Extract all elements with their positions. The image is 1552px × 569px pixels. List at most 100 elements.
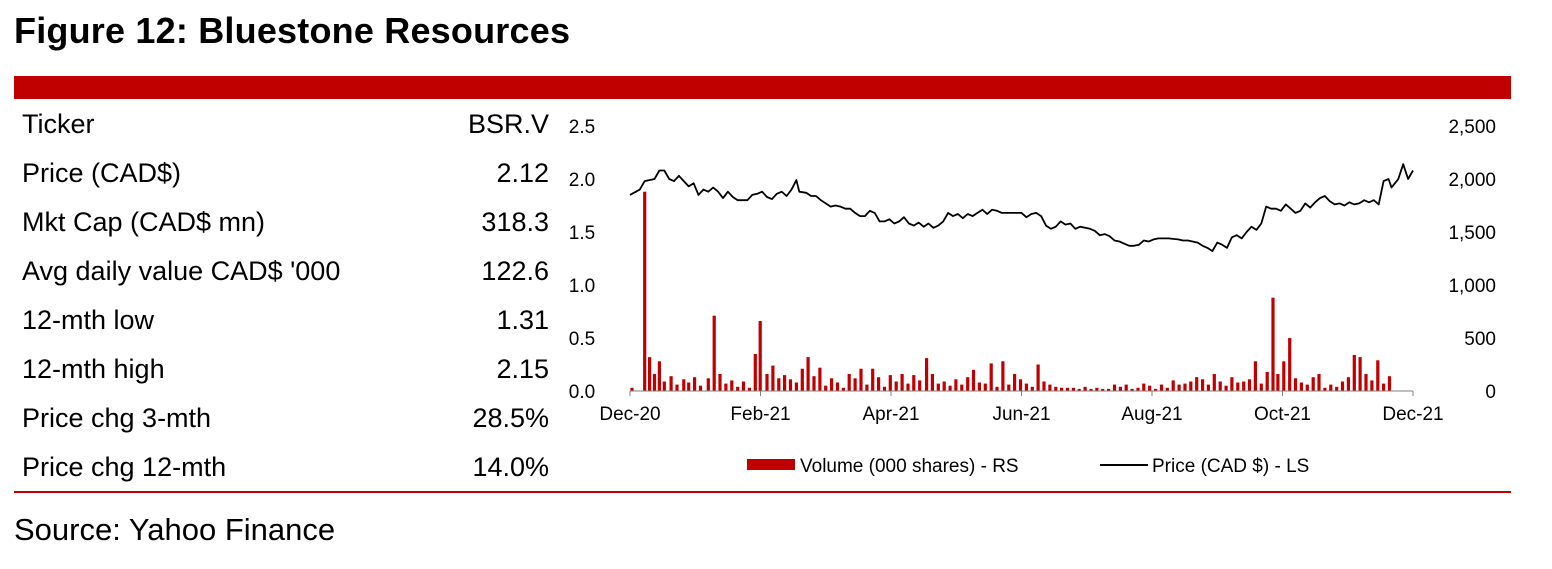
volume-bar [765, 374, 769, 391]
stat-row: Ticker BSR.V [22, 104, 549, 153]
left-axis-tick-label: 2.0 [569, 170, 595, 191]
volume-bar [1259, 383, 1263, 391]
volume-bar [1048, 384, 1052, 391]
volume-bar [936, 383, 940, 391]
volume-bar [1077, 388, 1081, 391]
volume-bar [1124, 384, 1128, 391]
volume-bar [1195, 377, 1199, 391]
volume-bar [643, 191, 647, 391]
volume-bar [830, 378, 834, 391]
volume-bar [1265, 371, 1269, 391]
volume-bar [687, 382, 691, 391]
stat-row: Mkt Cap (CAD$ mn) 318.3 [22, 202, 549, 251]
stat-label: Price chg 12-mth [22, 452, 227, 482]
left-axis-tick-label: 0.0 [569, 382, 595, 403]
volume-bar [977, 382, 981, 391]
volume-bar [1271, 297, 1275, 391]
volume-bar [1112, 384, 1117, 391]
volume-bar [736, 386, 740, 391]
volume-bar [1142, 383, 1146, 391]
volume-bar [1024, 383, 1028, 391]
left-axis-tick-label: 1.0 [569, 276, 595, 297]
volume-bar [794, 382, 798, 391]
volume-bar [1253, 361, 1257, 391]
volume-bar [1183, 383, 1187, 391]
volume-bar [1288, 338, 1292, 391]
stat-value: 1.31 [496, 305, 549, 335]
stat-label: Price (CAD$) [22, 158, 182, 188]
volume-bar [966, 377, 970, 391]
volume-bar [918, 380, 922, 391]
right-axis-tick-label: 0 [1485, 382, 1496, 403]
volume-bar [800, 368, 804, 391]
volume-bar [1323, 387, 1327, 391]
volume-bar [1382, 383, 1386, 391]
volume-bar [1101, 388, 1105, 391]
volume-bar [712, 315, 716, 391]
volume-bar [877, 377, 881, 391]
volume-bar [806, 357, 810, 391]
stat-label: Avg daily value CAD$ '000 [22, 256, 341, 286]
right-axis-tick-label: 2,000 [1448, 170, 1496, 191]
x-axis-tick-label: Dec-21 [1382, 404, 1443, 425]
volume-bar [706, 378, 710, 391]
volume-bar [1036, 364, 1040, 391]
volume-bar [1007, 384, 1011, 391]
volume-bar [630, 387, 634, 391]
volume-bar [1329, 384, 1333, 391]
x-axis-tick-label: Aug-21 [1121, 404, 1182, 425]
stat-label: Price chg 3-mth [22, 403, 212, 433]
right-axis-tick-label: 500 [1464, 329, 1496, 350]
stat-row: Avg daily value CAD$ '000 122.6 [22, 251, 549, 300]
volume-bar [1042, 381, 1046, 391]
volume-bar [675, 384, 679, 391]
volume-bar [1030, 386, 1034, 391]
volume-bar [1018, 379, 1023, 391]
stats-table: Ticker BSR.V Price (CAD$) 2.12 Mkt Cap (… [22, 104, 549, 496]
left-axis-tick-label: 2.5 [569, 117, 595, 138]
volume-bar [1136, 387, 1140, 391]
volume-bar [1107, 388, 1111, 391]
volume-bar [1206, 384, 1210, 391]
volume-bar [730, 380, 734, 391]
stat-label: 12-mth high [22, 354, 165, 384]
legend-label-price: Price (CAD $) - LS [1152, 456, 1309, 477]
volume-bar [824, 385, 828, 391]
bottom-divider [14, 491, 1511, 493]
volume-bar [1236, 382, 1240, 391]
volume-bar [1387, 376, 1392, 391]
volume-bar [1247, 379, 1252, 391]
volume-bar [1370, 380, 1374, 391]
volume-bar [1282, 361, 1286, 391]
volume-bar [753, 353, 757, 391]
volume-bar [812, 376, 816, 391]
volume-bar [871, 368, 875, 391]
stat-row: Price chg 3-mth 28.5% [22, 398, 549, 447]
volume-bar [818, 367, 822, 391]
volume-bar [1171, 380, 1175, 391]
volume-bar [1212, 374, 1216, 391]
stat-value: 2.15 [496, 354, 549, 384]
volume-bar [1060, 387, 1064, 391]
volume-bar [682, 379, 686, 391]
volume-bar [1305, 384, 1309, 391]
volume-bar [960, 384, 964, 391]
volume-bar [942, 381, 946, 391]
volume-bar [1293, 378, 1298, 391]
volume-bar [1065, 387, 1070, 391]
stat-value: 122.6 [481, 256, 549, 286]
volume-bar [1013, 374, 1017, 391]
x-axis-tick-label: Jun-21 [992, 404, 1050, 425]
legend-label-volume: Volume (000 shares) - RS [800, 456, 1019, 477]
volume-bar [1083, 386, 1087, 391]
stat-label: Mkt Cap (CAD$ mn) [22, 207, 266, 237]
volume-bar [669, 376, 673, 391]
volume-bar [894, 381, 898, 391]
volume-bar [1364, 374, 1368, 391]
title-accent-bar [14, 76, 1511, 99]
volume-bar [718, 374, 722, 391]
volume-bar [1340, 381, 1345, 391]
volume-bar [1358, 357, 1362, 391]
volume-bar [1001, 361, 1005, 391]
volume-bar [758, 321, 762, 391]
